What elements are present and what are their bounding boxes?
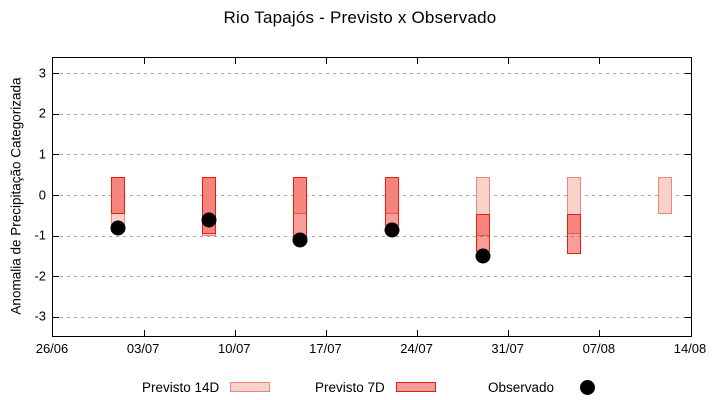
grid-line (53, 276, 691, 278)
chart-title: Rio Tapajós - Previsto x Observado (223, 8, 497, 27)
plot-area (52, 57, 692, 337)
x-tick-mark (508, 58, 510, 64)
grid-line (53, 195, 691, 196)
bar-previsto-7d (111, 177, 126, 214)
bar-previsto-7d (384, 177, 399, 226)
y-tick-mark (53, 154, 59, 156)
y-tick-mark (685, 154, 691, 156)
y-tick-mark (685, 73, 691, 75)
legend-item-previsto-14d: Previsto 14D (142, 376, 271, 398)
legend-item-previsto-7d: Previsto 7D (315, 376, 436, 398)
y-tick-label: -2 (34, 268, 46, 284)
y-tick-label: 1 (38, 146, 46, 162)
legend-observado-dot-icon (580, 379, 596, 395)
bar-previsto-14d (566, 177, 581, 235)
x-tick-mark (417, 330, 419, 336)
x-tick-mark (599, 330, 601, 336)
legend-swatch-previsto-14d-icon (230, 382, 271, 392)
y-tick-mark (53, 195, 59, 196)
bar-previsto-14d (657, 177, 672, 214)
x-tick-label: 03/07 (126, 341, 160, 356)
x-tick-label: 31/07 (491, 341, 524, 356)
x-tick-mark (417, 58, 419, 64)
x-tick-mark (599, 58, 601, 64)
x-tick-label: 14/08 (673, 341, 707, 356)
legend-label-previsto-7d: Previsto 7D (315, 379, 385, 395)
y-tick-mark (53, 235, 59, 237)
legend-label-observado: Observado (488, 379, 555, 395)
y-tick-label: -1 (34, 227, 46, 243)
x-tick-mark (508, 330, 510, 336)
observado-dot (110, 220, 126, 236)
x-tick-label: 10/07 (218, 341, 251, 356)
x-tick-mark (234, 330, 236, 336)
grid-line (53, 73, 691, 75)
x-tick-mark (325, 330, 327, 336)
y-tick-mark (53, 73, 59, 75)
grid-line (53, 113, 691, 115)
observado-dot (201, 212, 217, 228)
y-tick-mark (685, 276, 691, 278)
x-tick-mark (234, 58, 236, 64)
grid-line (53, 154, 691, 156)
x-tick-mark (143, 58, 145, 64)
bar-previsto-7d (566, 213, 581, 255)
x-tick-label: 24/07 (400, 341, 433, 356)
y-tick-mark (685, 113, 691, 115)
bar-previsto-7d (475, 213, 490, 253)
bar-previsto-7d (293, 177, 308, 237)
observado-dot (384, 222, 400, 238)
legend-item-observado: Observado (488, 376, 596, 398)
legend-label-previsto-14d: Previsto 14D (142, 379, 220, 395)
x-tick-label: 17/07 (309, 341, 342, 356)
bar-previsto-14d (475, 177, 490, 237)
legend: Previsto 14D Previsto 7D Observado (0, 374, 720, 398)
x-tick-mark (325, 58, 327, 64)
observado-dot (475, 248, 491, 264)
y-tick-mark (53, 113, 59, 115)
x-tick-mark (143, 330, 145, 336)
y-tick-label: 3 (38, 65, 46, 81)
y-tick-mark (53, 276, 59, 278)
grid-line (53, 235, 691, 237)
y-tick-label: -3 (34, 308, 46, 324)
y-tick-mark (685, 316, 691, 318)
y-tick-mark (53, 316, 59, 318)
y-tick-label: 0 (38, 187, 46, 202)
observado-dot (292, 232, 308, 248)
x-tick-label: 07/08 (582, 341, 616, 356)
y-tick-mark (685, 235, 691, 237)
x-tick-label: 26/06 (35, 341, 69, 356)
legend-swatch-previsto-7d-icon (395, 382, 436, 392)
grid-line (53, 316, 691, 318)
y-tick-label: 2 (38, 105, 46, 121)
y-tick-mark (685, 195, 691, 196)
